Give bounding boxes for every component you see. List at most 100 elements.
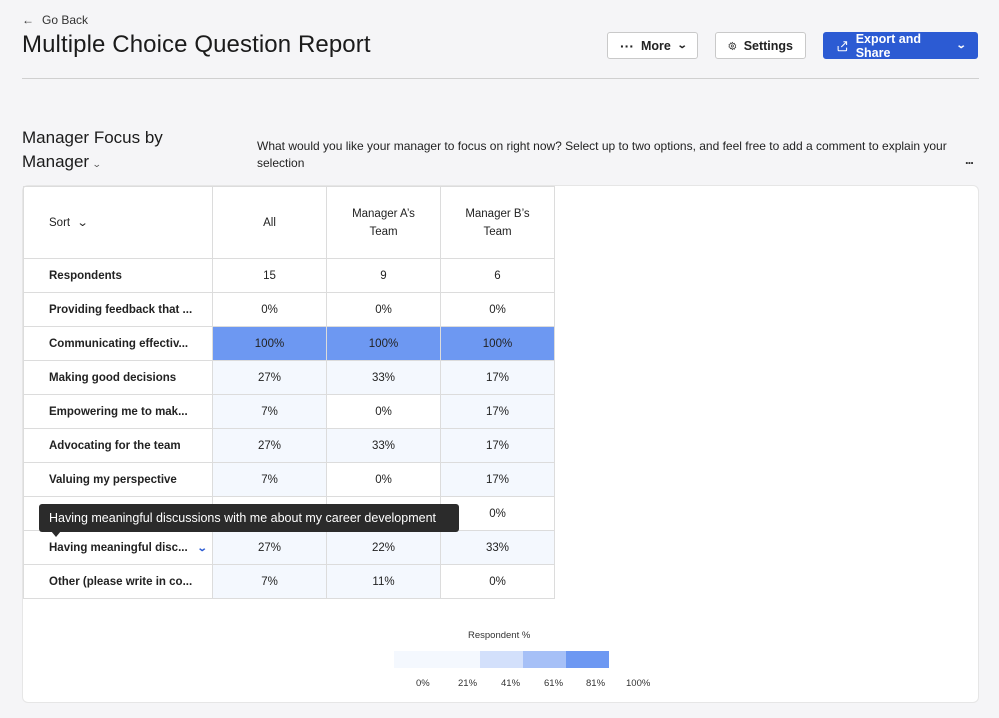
export-label: Export and Share: [855, 31, 921, 60]
question-text: What would you like your manager to focu…: [257, 139, 947, 170]
table-cell: 33%: [440, 530, 555, 565]
more-options-icon[interactable]: ...: [965, 152, 974, 167]
header-divider: [22, 78, 979, 79]
table-row: Respondents 15 9 6: [23, 258, 555, 293]
table-row: Having meaningful disc... ⌄ 27% 22% 33%: [23, 530, 555, 565]
export-and-share-button[interactable]: Export and Share ⌄: [823, 31, 978, 60]
settings-button[interactable]: Settings: [715, 32, 806, 59]
section-title: Manager Focus by Manager ⌄: [22, 126, 202, 176]
row-label-text: Having meaningful disc...: [49, 541, 188, 554]
group-by-dropdown[interactable]: Manager ⌄: [22, 150, 202, 176]
arrow-left-icon: ←: [22, 13, 34, 27]
legend-title: Respondent %: [468, 630, 531, 641]
legend-tick: 21%: [458, 678, 478, 689]
table-cell: 17%: [440, 462, 555, 497]
report-card: Sort ⌄ All Manager A’s Team Manager B’s Tea…: [22, 185, 979, 703]
gear-icon: [728, 41, 737, 50]
legend-color-scale: [394, 651, 609, 668]
section-title-line1: Manager Focus by: [22, 128, 163, 147]
row-label[interactable]: Empowering me to mak...: [23, 394, 213, 429]
row-label-text: Providing feedback that ...: [49, 303, 193, 316]
table-cell: 0%: [326, 394, 441, 429]
legend-tick: 41%: [501, 678, 521, 689]
legend-ticks: 0% 21% 41% 61% 81% 100%: [383, 678, 650, 692]
table-cell: 33%: [326, 360, 441, 395]
report-header: ← Go Back Multiple Choice Question Repor…: [0, 0, 999, 100]
column-header: Manager B’s Team: [440, 186, 555, 259]
share-icon: [837, 40, 848, 51]
legend-swatch: [523, 651, 566, 668]
table-cell: 100%: [212, 326, 327, 361]
table-cell: 7%: [212, 394, 327, 429]
table-row: Providing feedback that ... 0% 0% 0%: [23, 292, 555, 327]
table-cell: 27%: [212, 360, 327, 395]
row-label[interactable]: Advocating for the team: [23, 428, 213, 463]
table-cell: 33%: [326, 428, 441, 463]
row-label[interactable]: Making good decisions: [23, 360, 213, 395]
table-cell: 9: [326, 258, 441, 293]
table-cell: 0%: [326, 462, 441, 497]
table-row: Other (please write in co... 7% 11% 0%: [23, 564, 555, 599]
more-label: More: [641, 38, 671, 53]
more-dots-icon: ···: [620, 37, 634, 54]
table-cell: 22%: [326, 530, 441, 565]
row-label-text: Valuing my perspective: [49, 473, 177, 486]
table-cell: 11%: [326, 564, 441, 599]
settings-label: Settings: [743, 38, 793, 53]
row-label[interactable]: Valuing my perspective: [23, 462, 213, 497]
table-cell: 27%: [212, 530, 327, 565]
row-label-text: Other (please write in co...: [49, 575, 193, 588]
table-cell: 15: [212, 258, 327, 293]
row-label-text: Making good decisions: [49, 371, 177, 384]
chevron-down-icon: ⌄: [676, 40, 688, 51]
sort-header[interactable]: Sort ⌄: [23, 186, 213, 259]
row-label-text: Advocating for the team: [49, 439, 181, 452]
table-row: Empowering me to mak... 7% 0% 17%: [23, 394, 555, 429]
legend-tick: 100%: [626, 678, 651, 689]
table-cell: 17%: [440, 428, 555, 463]
tooltip-tail: [51, 531, 61, 537]
table-cell: 17%: [440, 360, 555, 395]
legend-swatch: [480, 651, 523, 668]
row-label-text: Respondents: [49, 269, 122, 282]
row-label[interactable]: Communicating effectiv...: [23, 326, 213, 361]
chevron-down-icon: ⌄: [91, 159, 102, 169]
row-label-text: Empowering me to mak...: [49, 405, 188, 418]
legend-swatch: [566, 651, 609, 668]
table-cell: 17%: [440, 394, 555, 429]
sort-label: Sort: [49, 216, 71, 229]
table-cell: 100%: [440, 326, 555, 361]
column-header: All: [212, 186, 327, 259]
go-back-label: Go Back: [42, 13, 89, 27]
table-cell: 6: [440, 258, 555, 293]
legend-tick: 81%: [586, 678, 606, 689]
row-label-text: Communicating effectiv...: [49, 337, 189, 350]
table-cell: 0%: [440, 292, 555, 327]
legend-tick: 61%: [544, 678, 564, 689]
row-label-tooltip: Having meaningful discussions with me ab…: [39, 504, 459, 532]
table-cell: 27%: [212, 428, 327, 463]
legend-tick: 0%: [416, 678, 430, 689]
table-cell: 7%: [212, 564, 327, 599]
more-button[interactable]: ··· More ⌄: [607, 32, 698, 59]
legend-swatch: [394, 651, 437, 668]
legend-swatch: [437, 651, 480, 668]
chevron-down-icon[interactable]: ⌄: [196, 542, 208, 554]
column-header: Manager A’s Team: [326, 186, 441, 259]
table-cell: 0%: [326, 292, 441, 327]
chevron-down-icon: ⌄: [76, 216, 89, 229]
chevron-down-icon: ⌄: [955, 40, 967, 51]
row-label[interactable]: Other (please write in co...: [23, 564, 213, 599]
results-table: Sort ⌄ All Manager A’s Team Manager B’s Tea…: [23, 186, 555, 599]
table-row: Valuing my perspective 7% 0% 17%: [23, 462, 555, 497]
row-label[interactable]: Providing feedback that ...: [23, 292, 213, 327]
page-title: Multiple Choice Question Report: [22, 31, 371, 58]
table-row: Advocating for the team 27% 33% 17%: [23, 428, 555, 463]
table-cell: 100%: [326, 326, 441, 361]
go-back-link[interactable]: ← Go Back: [22, 13, 88, 27]
table-cell: 0%: [440, 564, 555, 599]
table-cell: 7%: [212, 462, 327, 497]
table-cell: 0%: [212, 292, 327, 327]
table-header-row: Sort ⌄ All Manager A’s Team Manager B’s Tea…: [23, 186, 555, 259]
row-label[interactable]: Respondents: [23, 258, 213, 293]
